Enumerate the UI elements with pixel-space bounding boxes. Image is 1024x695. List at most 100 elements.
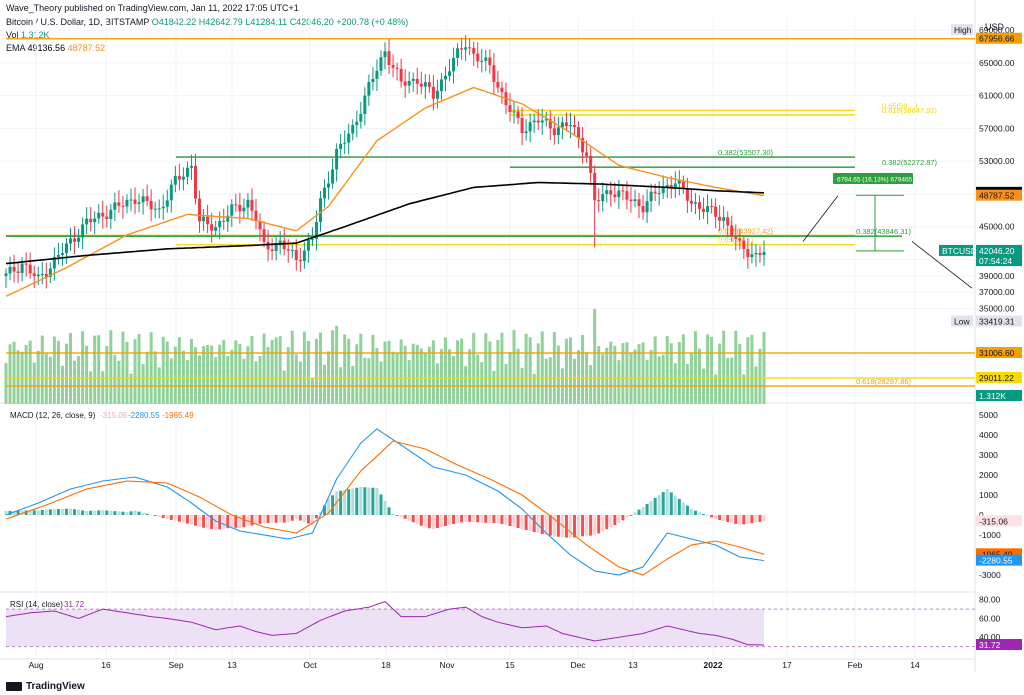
axis-label-bg-5 <box>976 189 1022 201</box>
candle-body-107 <box>435 91 439 99</box>
macd-hist-187 <box>758 515 762 522</box>
macd-hist-108 <box>439 515 443 527</box>
macd-hist-61 <box>250 515 254 526</box>
volume-bar-168 <box>681 334 685 404</box>
macd-hist-182 <box>738 515 742 525</box>
macd-hist-142 <box>577 515 581 537</box>
volume-bar-0 <box>4 363 8 404</box>
time-tick-10: 2022 <box>704 660 723 670</box>
macd-hist-185 <box>750 515 754 524</box>
candle-body-40 <box>165 200 169 207</box>
tradingview-footer: TradingView <box>6 681 85 692</box>
level-text-3: 0.382(53507.30) <box>718 148 774 157</box>
volume-bar-13 <box>56 340 60 404</box>
candle-body-170 <box>689 200 693 204</box>
volume-bar-39 <box>161 336 165 404</box>
candle-body-173 <box>702 208 706 212</box>
ema-fast-line <box>5 86 765 297</box>
candle-body-163 <box>661 186 665 194</box>
macd-hist-93 <box>379 494 383 515</box>
macd-hist-124 <box>504 515 508 525</box>
candle-body-184 <box>746 249 750 258</box>
candle-body-138 <box>560 122 564 128</box>
candle-body-135 <box>548 119 552 129</box>
candle-body-101 <box>411 78 415 81</box>
candle-body-151 <box>613 194 617 198</box>
projection-arrow-up <box>802 195 839 242</box>
candle-body-8 <box>36 274 40 277</box>
volume-bar-108 <box>439 349 443 404</box>
volume-bar-88 <box>359 333 363 404</box>
macd-tick--3000: -3000 <box>979 570 1001 580</box>
volume-bar-182 <box>738 343 742 404</box>
macd-hist-96 <box>391 513 395 515</box>
volume-bar-50 <box>206 345 210 404</box>
macd-label-0: -315.06 <box>979 516 1008 526</box>
volume-bar-157 <box>637 344 641 404</box>
macd-line <box>5 428 765 576</box>
volume-bar-19 <box>81 331 85 404</box>
macd-hist-130 <box>528 515 532 531</box>
axis-tag-bg-6 <box>939 244 973 256</box>
macd-hist-5 <box>24 510 28 515</box>
candle-body-51 <box>210 224 214 231</box>
volume-bar-71 <box>290 330 294 404</box>
axis-label-5: 48787.52 <box>979 191 1015 201</box>
macd-value-signal: -1965.49 <box>162 411 194 420</box>
macd-hist-161 <box>653 498 657 515</box>
macd-hist-81 <box>331 495 335 515</box>
macd-hist-122 <box>496 515 500 523</box>
volume-bar-51 <box>210 345 214 404</box>
legend-ema-row: EMA 49136.56 48787.52 <box>6 43 105 53</box>
candle-body-35 <box>145 196 149 201</box>
time-tick-13: 14 <box>910 660 920 670</box>
volume-bar-123 <box>500 332 504 404</box>
candle-body-26 <box>109 209 113 219</box>
macd-hist-59 <box>242 515 246 528</box>
macd-hist-97 <box>395 515 399 516</box>
macd-hist-149 <box>605 515 609 530</box>
volume-bar-115 <box>468 349 472 404</box>
tradingview-brand: TradingView <box>26 681 85 692</box>
macd-hist-159 <box>645 504 649 515</box>
macd-hist-33 <box>137 511 141 515</box>
volume-bar-93 <box>379 361 383 404</box>
volume-bar-137 <box>556 345 560 404</box>
candle-body-75 <box>306 239 310 251</box>
vol-label-1: 29011.22 <box>979 373 1014 383</box>
candle-body-13 <box>56 254 60 257</box>
candle-body-39 <box>161 206 165 209</box>
macd-hist-171 <box>693 510 697 515</box>
volume-bar-171 <box>693 331 697 404</box>
axis-tag-bg-9 <box>951 315 973 327</box>
candle-body-77 <box>314 222 318 239</box>
macd-hist-21 <box>89 510 93 515</box>
price-tick-65000: 65000.00 <box>979 58 1015 68</box>
volume-bar-41 <box>169 358 173 404</box>
macd-hist-20 <box>85 511 89 515</box>
macd-hist-125 <box>508 515 512 526</box>
axis-label-bg-7 <box>976 244 1022 256</box>
volume-label: Vol <box>6 30 19 40</box>
macd-hist-110 <box>448 515 452 525</box>
candle-body-122 <box>496 81 500 88</box>
time-tick-6: Nov <box>439 660 455 670</box>
candle-body-182 <box>738 238 742 241</box>
volume-bar-66 <box>270 339 274 404</box>
candle-body-0 <box>4 273 8 276</box>
level-text-4: 0.382(52272.87) <box>882 158 938 167</box>
time-tick-12: Feb <box>848 660 863 670</box>
candle-body-84 <box>343 142 347 144</box>
volume-bar-163 <box>661 354 665 404</box>
macd-hist-88 <box>359 487 363 515</box>
candle-body-98 <box>399 68 403 82</box>
volume-bar-162 <box>657 356 661 404</box>
candle-body-58 <box>238 204 242 212</box>
volume-bar-174 <box>706 334 710 404</box>
volume-bar-3 <box>16 350 20 404</box>
candle-body-133 <box>540 120 544 123</box>
macd-hist-64 <box>262 515 266 523</box>
volume-bar-179 <box>726 357 730 404</box>
axis-label-bg-10 <box>976 315 1022 327</box>
